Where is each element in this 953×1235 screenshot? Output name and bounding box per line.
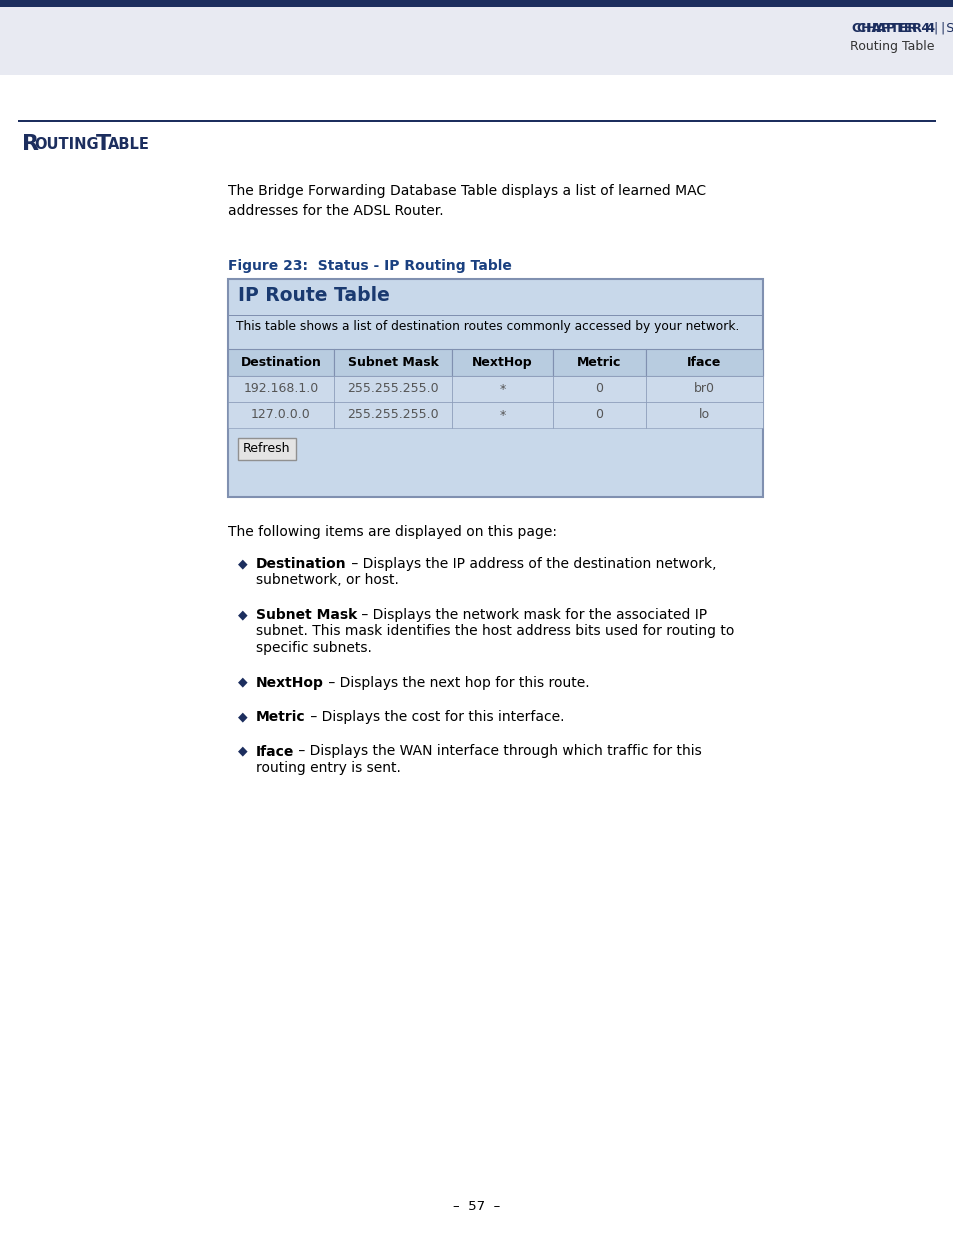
Text: Subnet Mask: Subnet Mask xyxy=(347,356,438,369)
Text: specific subnets.: specific subnets. xyxy=(255,641,372,655)
Text: ◆: ◆ xyxy=(237,557,248,571)
Bar xyxy=(228,375,334,403)
Text: The following items are displayed on this page:: The following items are displayed on thi… xyxy=(228,525,557,538)
Text: OUTING: OUTING xyxy=(34,137,98,152)
Bar xyxy=(334,375,452,403)
Bar xyxy=(228,403,334,429)
Bar xyxy=(645,350,762,375)
Text: Destination: Destination xyxy=(240,356,321,369)
Text: 255.255.255.0: 255.255.255.0 xyxy=(347,409,438,421)
Text: This table shows a list of destination routes commonly accessed by your network.: This table shows a list of destination r… xyxy=(235,320,739,333)
Text: br0: br0 xyxy=(693,383,714,395)
Text: The Bridge Forwarding Database Table displays a list of learned MAC
addresses fo: The Bridge Forwarding Database Table dis… xyxy=(228,184,705,219)
Bar xyxy=(553,350,645,375)
Text: Destination: Destination xyxy=(255,557,346,571)
Text: – Displays the cost for this interface.: – Displays the cost for this interface. xyxy=(305,710,563,724)
Text: subnet. This mask identifies the host address bits used for routing to: subnet. This mask identifies the host ad… xyxy=(255,625,734,638)
Bar xyxy=(452,350,553,375)
Text: – Displays the next hop for this route.: – Displays the next hop for this route. xyxy=(323,676,589,689)
Text: – Displays the network mask for the associated IP: – Displays the network mask for the asso… xyxy=(356,608,706,622)
Text: Subnet Mask: Subnet Mask xyxy=(255,608,356,622)
Bar xyxy=(18,120,935,122)
Bar xyxy=(645,403,762,429)
Text: Figure 23:  Status - IP Routing Table: Figure 23: Status - IP Routing Table xyxy=(228,259,512,273)
Text: IP Route Table: IP Route Table xyxy=(237,287,390,305)
Text: 192.168.1.0: 192.168.1.0 xyxy=(243,383,318,395)
Text: 0: 0 xyxy=(595,409,603,421)
Bar xyxy=(228,350,334,375)
Bar xyxy=(0,7,953,75)
Bar xyxy=(334,350,452,375)
Text: Refresh: Refresh xyxy=(243,442,291,456)
Text: ◆: ◆ xyxy=(237,710,248,722)
Text: |  Status Information: | Status Information xyxy=(936,22,953,35)
Bar xyxy=(553,403,645,429)
Text: |  Status Information: | Status Information xyxy=(929,22,953,35)
Text: –  57  –: – 57 – xyxy=(453,1200,500,1213)
Text: Iface: Iface xyxy=(255,745,294,758)
Bar xyxy=(645,375,762,403)
Bar xyxy=(334,403,452,429)
Text: CHAPTER 4: CHAPTER 4 xyxy=(851,22,929,35)
Text: NextHop: NextHop xyxy=(472,356,533,369)
Text: Routing Table: Routing Table xyxy=(850,40,934,53)
Text: CHAPTER 4: CHAPTER 4 xyxy=(856,22,934,35)
Text: R: R xyxy=(22,135,39,154)
Text: ◆: ◆ xyxy=(237,608,248,621)
Text: – Displays the WAN interface through which traffic for this: – Displays the WAN interface through whi… xyxy=(294,745,701,758)
Text: T: T xyxy=(96,135,112,154)
Text: 255.255.255.0: 255.255.255.0 xyxy=(347,383,438,395)
Text: 0: 0 xyxy=(595,383,603,395)
Text: routing entry is sent.: routing entry is sent. xyxy=(255,761,400,776)
Text: *: * xyxy=(498,383,505,395)
Bar xyxy=(452,403,553,429)
Bar xyxy=(553,375,645,403)
Text: Metric: Metric xyxy=(255,710,305,724)
Bar xyxy=(237,438,295,459)
Text: lo: lo xyxy=(699,409,709,421)
Text: *: * xyxy=(498,409,505,421)
Bar xyxy=(228,279,762,496)
Text: 127.0.0.0: 127.0.0.0 xyxy=(251,409,311,421)
Text: ABLE: ABLE xyxy=(108,137,150,152)
Text: Iface: Iface xyxy=(686,356,720,369)
Text: – Displays the IP address of the destination network,: – Displays the IP address of the destina… xyxy=(346,557,716,571)
Text: ◆: ◆ xyxy=(237,745,248,757)
Bar xyxy=(0,0,953,7)
Bar xyxy=(452,375,553,403)
Text: NextHop: NextHop xyxy=(255,676,323,689)
Text: subnetwork, or host.: subnetwork, or host. xyxy=(255,573,398,588)
Text: ◆: ◆ xyxy=(237,676,248,688)
Text: Metric: Metric xyxy=(577,356,621,369)
